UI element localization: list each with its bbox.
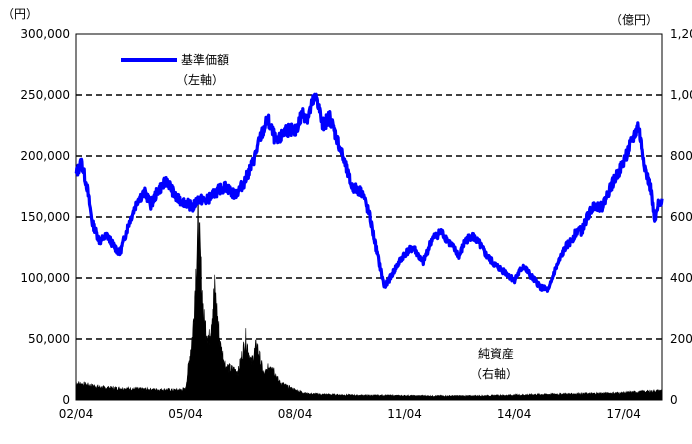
x-tick-label: 14/04	[497, 407, 532, 421]
left-axis-unit: （円）	[2, 7, 38, 21]
assets-axis: （右軸）	[470, 366, 518, 381]
y-left-tick-label: 200,000	[20, 149, 70, 163]
y-left-tick-label: 300,000	[20, 27, 70, 41]
x-tick-label: 17/04	[606, 407, 641, 421]
nav-line	[74, 92, 664, 293]
y-left-tick-label: 250,000	[20, 88, 70, 102]
x-tick-label: 08/04	[278, 407, 313, 421]
legend-nav-label: 基準価額	[181, 52, 229, 67]
x-tick-label: 02/04	[59, 407, 94, 421]
y-left-tick-label: 100,000	[20, 271, 70, 285]
y-left-tick-label: 50,000	[28, 332, 70, 346]
y-right-tick-label: 200	[670, 332, 692, 346]
y-right-tick-label: 800	[670, 149, 692, 163]
assets-series	[75, 199, 663, 401]
assets-label: 純資産	[478, 346, 514, 361]
y-right-tick-label: 400	[670, 271, 692, 285]
y-right-tick-label: 1,200	[670, 27, 692, 41]
assets-area	[75, 199, 663, 401]
legend-nav-axis: （左軸）	[176, 72, 224, 87]
right-axis-unit: （億円）	[610, 13, 658, 27]
nav-series	[74, 92, 664, 293]
y-left-tick-label: 0	[62, 393, 70, 407]
y-right-tick-label: 600	[670, 210, 692, 224]
y-right-tick-label: 1,000	[670, 88, 692, 102]
x-tick-label: 05/04	[168, 407, 203, 421]
x-tick-label: 11/04	[387, 407, 422, 421]
y-right-tick-label: 0	[670, 393, 678, 407]
y-left-tick-label: 150,000	[20, 210, 70, 224]
tick-labels: 300,000 250,000 200,000 150,000 100,000 50,00…	[20, 27, 692, 421]
